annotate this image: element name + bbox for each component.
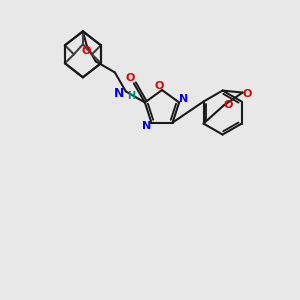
Text: N: N (142, 121, 151, 130)
Text: O: O (154, 81, 164, 91)
Text: N: N (179, 94, 189, 104)
Text: H: H (127, 92, 135, 101)
Text: O: O (243, 88, 252, 99)
Text: O: O (81, 46, 91, 56)
Text: O: O (224, 100, 233, 110)
Text: N: N (114, 87, 124, 100)
Text: O: O (125, 74, 135, 83)
